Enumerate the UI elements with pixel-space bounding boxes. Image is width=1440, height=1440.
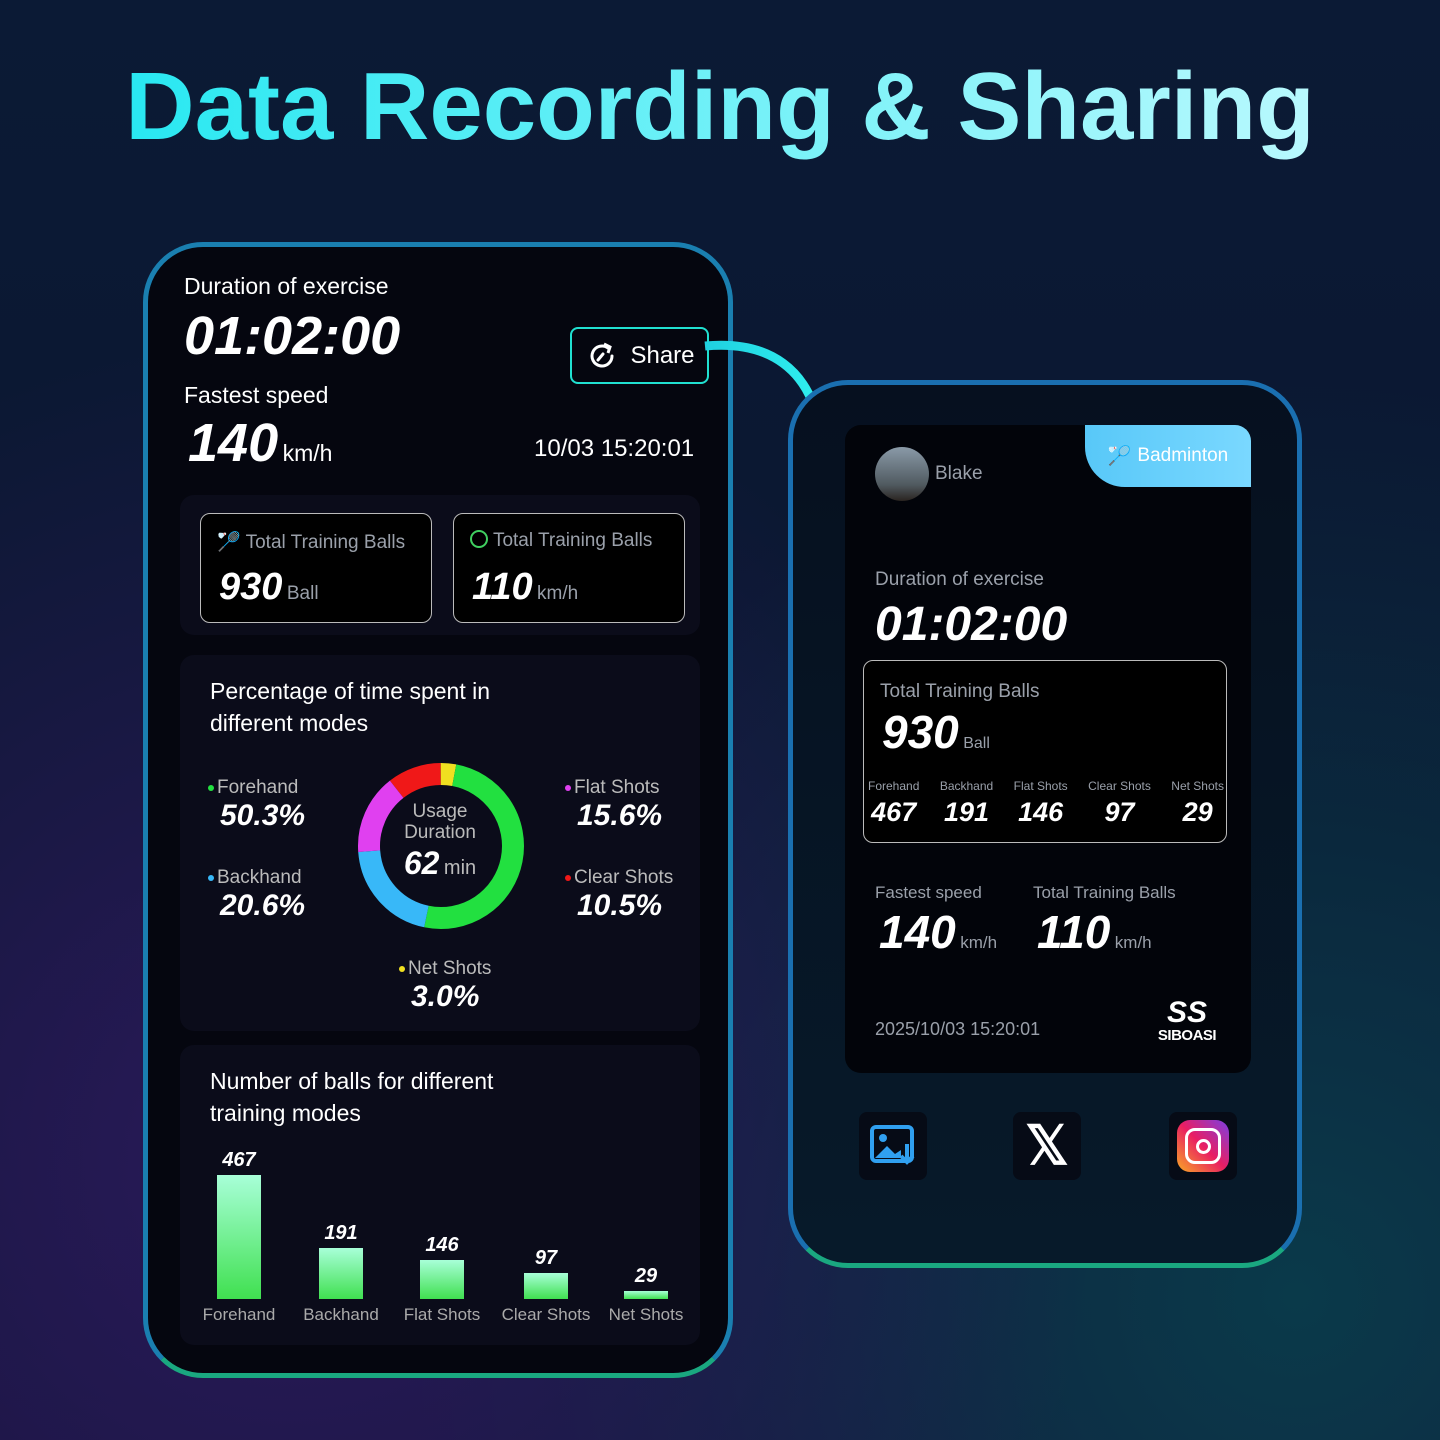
bar-value: 146: [425, 1234, 459, 1257]
donut-slice-net-shots: [440, 763, 457, 787]
legend-flat-shots: Flat Shots 15.6%: [565, 777, 662, 833]
balls-title: Number of balls for different training m…: [210, 1068, 494, 1126]
bar-4: [624, 1291, 668, 1299]
breakdown-value: 146: [1018, 797, 1064, 827]
instagram-icon: [1177, 1120, 1229, 1172]
datetime: 2025/10/03 15:20:01: [875, 1019, 1041, 1039]
breakdown-value: 97: [1104, 797, 1135, 827]
shuttlecock-icon: 🏸: [1107, 446, 1132, 467]
donut-center-value: 62: [403, 845, 440, 881]
duration-label: Duration of exercise: [184, 273, 389, 299]
balls-bar-card: Number of balls for different training m…: [180, 1045, 700, 1345]
breakdown-name: Clear Shots: [1088, 779, 1151, 793]
stat-unit: Ball: [286, 583, 319, 604]
pct-title: Percentage of time spent in different mo…: [210, 678, 490, 736]
save-image-icon: [870, 1125, 915, 1165]
legend-forehand: Forehand 50.3%: [208, 777, 305, 833]
bar-0: [217, 1175, 261, 1299]
siboasi-logo: SS SIBOASI: [1157, 996, 1217, 1045]
datetime: 10/03 15:20:01: [534, 435, 695, 462]
duration-value: 01:02:00: [184, 306, 401, 366]
donut-center-unit: min: [443, 857, 477, 879]
mode-breakdown: Forehand 467 Backhand 191 Flat Shots 146 Clear…: [868, 779, 1224, 828]
stat-value: 930: [219, 566, 283, 608]
speed-unit: km/h: [282, 440, 333, 466]
donut-slice-clear-shots: [389, 763, 442, 799]
speed-unit: km/h: [960, 933, 998, 952]
speed-gauge-icon: [470, 530, 488, 548]
stat-unit: km/h: [537, 583, 579, 604]
shuttlecock-icon: 🏸: [217, 532, 241, 553]
speed2-unit: km/h: [1114, 933, 1152, 952]
duration-label: Duration of exercise: [875, 569, 1044, 590]
bar-label: Net Shots: [608, 1305, 684, 1324]
balls-value: 930: [882, 706, 959, 758]
breakdown-value: 467: [871, 797, 917, 827]
breakdown-name: Forehand: [868, 779, 920, 793]
fastest-label: Fastest speed: [184, 382, 329, 408]
legend-clear-shots: Clear Shots 10.5%: [565, 867, 673, 923]
balls-unit: Ball: [963, 735, 990, 752]
bar-2: [420, 1260, 464, 1299]
bar-value: 97: [534, 1247, 558, 1270]
bar-1: [319, 1248, 363, 1299]
x-icon: 𝕏: [1025, 1116, 1069, 1176]
bar-value: 29: [634, 1265, 658, 1287]
bar-value: 467: [222, 1149, 256, 1171]
stat-cards: 🏸 Total Training Balls 930 Ball Total Tr…: [180, 495, 700, 635]
stats-phone: Duration of exercise 01:02:00 Fastest sp…: [143, 242, 733, 1378]
bar-label: Flat Shots: [403, 1305, 481, 1324]
fastest-value: 140: [188, 413, 279, 473]
breakdown-name: Backhand: [939, 779, 994, 793]
bar-label: Forehand: [202, 1305, 276, 1324]
stat-card-balls: 🏸 Total Training Balls 930 Ball: [200, 513, 432, 623]
fastest-label: Fastest speed: [875, 883, 982, 902]
stat-label: Total Training Balls: [245, 532, 406, 553]
headline: Data Recording & Sharing: [0, 52, 1440, 162]
mode-percentage-card: Percentage of time spent in different mo…: [180, 655, 700, 1031]
share-preview-phone: 🏸 Badminton Blake Duration of exercise 01…: [788, 380, 1302, 1268]
fastest-value: 140: [879, 906, 956, 958]
breakdown-name: Net Shots: [1171, 779, 1224, 793]
breakdown-value: 191: [943, 797, 990, 827]
duration-value: 01:02:00: [875, 598, 1068, 651]
share-card: 🏸 Badminton Blake Duration of exercise 01…: [845, 425, 1251, 1073]
bar-label: Clear Shots: [501, 1305, 591, 1324]
share-icon: [591, 342, 614, 367]
sport-label: Badminton: [1137, 445, 1229, 466]
breakdown-item: Clear Shots 97: [1088, 779, 1151, 828]
save-image-button[interactable]: [859, 1112, 927, 1180]
balls-summary-box: Total Training Balls 930 Ball Forehand 46…: [863, 660, 1227, 843]
avatar: [875, 447, 929, 501]
share-x-button[interactable]: 𝕏: [1013, 1112, 1081, 1180]
speed2-value: 110: [1037, 906, 1111, 958]
breakdown-item: Flat Shots 146: [1014, 779, 1068, 828]
stat-value: 110: [472, 566, 533, 608]
donut-slice-flat-shots: [358, 780, 404, 853]
share-button[interactable]: Share: [570, 327, 709, 384]
usage-donut: [358, 763, 524, 929]
share-instagram-button[interactable]: [1169, 1112, 1237, 1180]
breakdown-name: Flat Shots: [1013, 779, 1068, 793]
breakdown-item: Net Shots 29: [1171, 779, 1224, 828]
donut-slice-backhand: [358, 850, 430, 928]
share-label: Share: [630, 341, 695, 369]
bar-value: 191: [324, 1222, 358, 1245]
legend-net-shots: Net Shots 3.0%: [399, 958, 491, 1014]
legend-backhand: Backhand 20.6%: [208, 867, 305, 923]
speed2-label: Total Training Balls: [1033, 883, 1176, 902]
breakdown-item: Backhand 191: [940, 779, 993, 828]
stat-label: Total Training Balls: [492, 530, 653, 551]
breakdown-item: Forehand 467: [868, 779, 919, 828]
donut-slice-forehand: [424, 764, 524, 929]
bar-3: [524, 1273, 568, 1299]
donut-center-label: Usage Duration: [404, 801, 476, 843]
bar-label: Backhand: [303, 1305, 379, 1324]
user-name: Blake: [935, 463, 983, 484]
stat-card-speed: Total Training Balls 110 km/h: [453, 513, 685, 623]
balls-label: Total Training Balls: [880, 681, 1040, 702]
breakdown-value: 29: [1182, 797, 1213, 827]
sport-badge: 🏸 Badminton: [1085, 425, 1251, 487]
